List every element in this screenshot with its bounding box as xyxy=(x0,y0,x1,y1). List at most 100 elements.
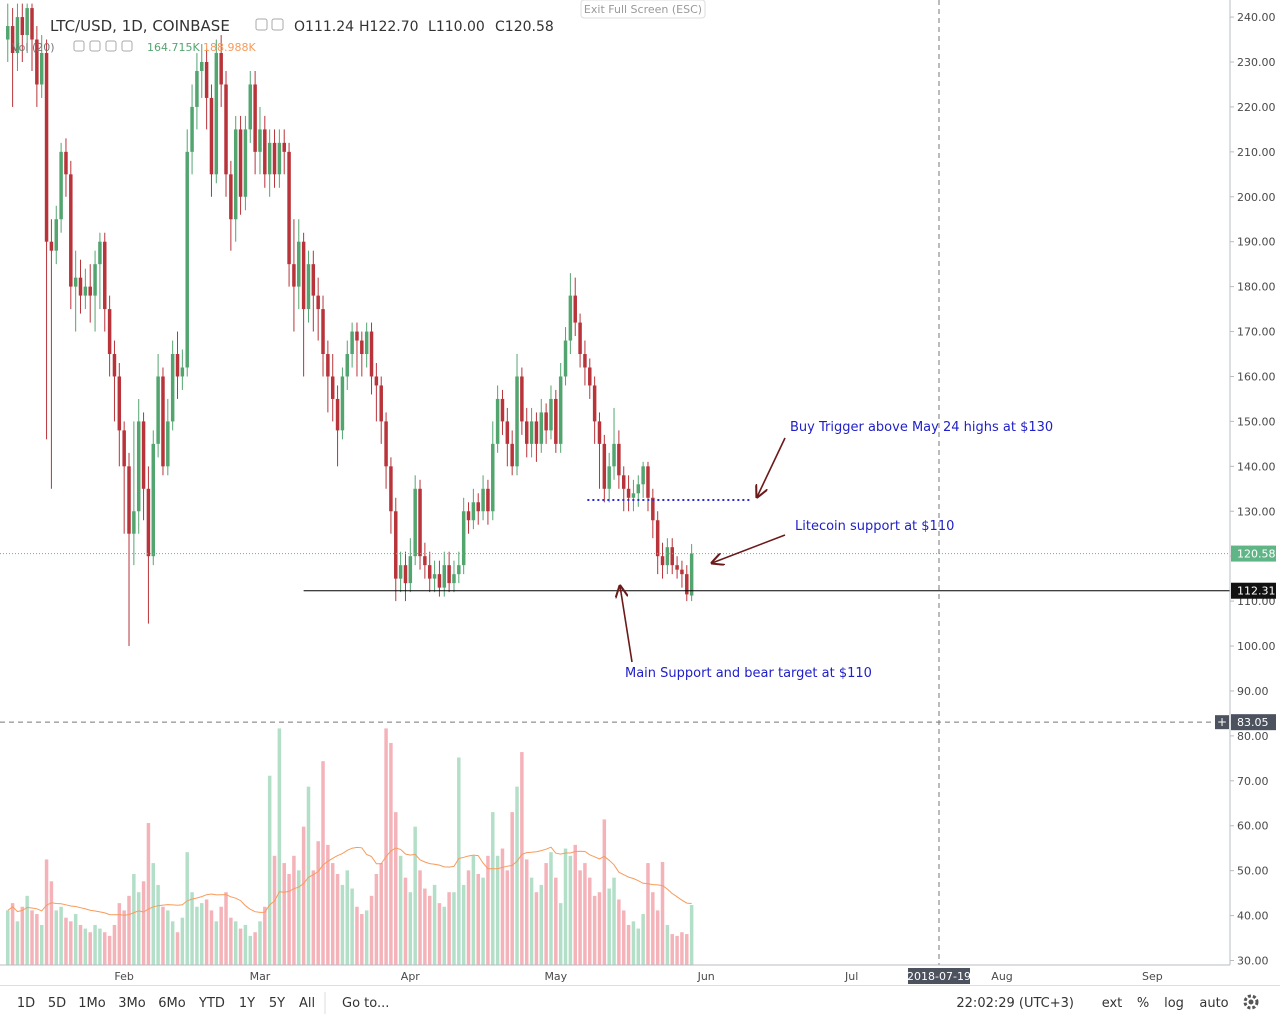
volume-bar xyxy=(243,924,248,965)
candle-body xyxy=(146,488,151,557)
volume-bar xyxy=(292,855,296,965)
y-tick-label: 210.00 xyxy=(1237,146,1276,159)
settings-icon[interactable] xyxy=(1243,994,1259,1010)
volume-bar xyxy=(306,786,311,965)
volume-bar xyxy=(427,895,432,965)
candle-body xyxy=(330,376,335,399)
candle-body xyxy=(602,443,607,489)
volume-bar xyxy=(117,903,122,965)
range-button[interactable]: All xyxy=(299,996,315,1011)
last-price-badge xyxy=(1231,545,1276,562)
candle-body xyxy=(583,354,587,368)
volume-bar xyxy=(326,844,330,965)
candle-body xyxy=(689,553,694,596)
volume-bar xyxy=(297,870,301,965)
candle-body xyxy=(83,286,88,296)
volume-bar xyxy=(374,874,379,965)
ohlc-value: 111.24 xyxy=(305,19,354,35)
volume-bar xyxy=(437,903,442,965)
volume-name: Vol (20) xyxy=(12,41,55,54)
volume-bar xyxy=(175,932,180,965)
candle-body xyxy=(10,26,15,54)
candle-body xyxy=(505,421,510,444)
volume-bar xyxy=(59,906,63,965)
candle-body xyxy=(481,488,485,512)
crosshair-price-label: 83.05 xyxy=(1237,716,1269,729)
candle-body xyxy=(287,151,291,265)
volume-bar xyxy=(161,906,165,965)
volume-bar xyxy=(122,910,126,965)
range-button[interactable]: 6Mo xyxy=(158,996,185,1011)
crosshair-date-label: 2018-07-19 xyxy=(907,970,971,983)
volume-bar xyxy=(321,761,325,965)
volume-bar xyxy=(607,888,611,965)
volume-bar xyxy=(180,917,185,965)
candle-body xyxy=(680,569,684,575)
volume-bar xyxy=(229,917,233,965)
crosshair-plus[interactable] xyxy=(1215,715,1229,730)
candle-body xyxy=(301,241,306,310)
volume-bar xyxy=(69,921,73,965)
range-button[interactable]: YTD xyxy=(198,996,225,1011)
option-button[interactable]: auto xyxy=(1199,996,1228,1011)
candle-body xyxy=(675,565,679,570)
volume-bar xyxy=(665,924,670,965)
volume-bar xyxy=(233,921,238,965)
range-button[interactable]: 1Mo xyxy=(78,996,105,1011)
candle-body xyxy=(626,488,631,498)
range-button[interactable]: 5Y xyxy=(269,996,285,1011)
ohlc-value: 120.58 xyxy=(505,19,554,35)
volume-bar xyxy=(204,899,209,965)
range-button[interactable]: 1Y xyxy=(239,996,255,1011)
volume-bar xyxy=(423,888,427,965)
exit-fullscreen-label[interactable]: Exit Full Screen (ESC) xyxy=(584,3,702,16)
volume-bar xyxy=(544,863,548,965)
volume-bar xyxy=(263,906,267,965)
annotation: Litecoin support at $110 xyxy=(795,519,954,534)
candle-body xyxy=(403,565,408,584)
candle-body xyxy=(103,241,107,310)
volume-bar xyxy=(219,906,223,965)
range-button[interactable]: 1D xyxy=(17,996,35,1011)
y-tick-label: 180.00 xyxy=(1237,281,1276,294)
candle-body xyxy=(122,430,126,467)
candle-body xyxy=(151,443,156,557)
volume-bar xyxy=(267,775,272,965)
range-button[interactable]: 3Mo xyxy=(118,996,145,1011)
candle-body xyxy=(224,84,228,175)
range-button[interactable]: 5D xyxy=(48,996,66,1011)
option-button[interactable]: ext xyxy=(1102,996,1123,1011)
ohlc-item: H122.70 xyxy=(359,19,419,35)
y-tick-label: 30.00 xyxy=(1237,955,1269,968)
symbol-title: LTC/USD, 1D, COINBASE xyxy=(50,17,230,35)
option-button[interactable]: log xyxy=(1164,996,1184,1011)
candle-body xyxy=(631,493,636,498)
volume-bar xyxy=(345,870,350,965)
candle-body xyxy=(612,443,616,467)
goto-button[interactable]: Go to... xyxy=(342,996,389,1011)
volume-bar xyxy=(73,914,78,965)
y-tick-label: 220.00 xyxy=(1237,101,1276,114)
candle-body xyxy=(660,556,665,566)
y-tick-label: 60.00 xyxy=(1237,820,1269,833)
x-tick-label: Aug xyxy=(991,970,1012,983)
candle-body xyxy=(418,488,422,557)
exit-fullscreen-button[interactable] xyxy=(580,0,706,19)
price-axis-bg xyxy=(1230,0,1280,985)
candle-body xyxy=(190,106,194,152)
crosshair-plus-icon: + xyxy=(1217,715,1227,729)
volume-bar xyxy=(583,863,587,965)
option-button[interactable]: % xyxy=(1137,996,1149,1011)
candle-body xyxy=(568,295,573,341)
candle-body xyxy=(452,574,456,584)
x-tick-label: Feb xyxy=(114,970,133,983)
volume-bar xyxy=(83,928,88,965)
candle-body xyxy=(539,412,544,444)
candle-body xyxy=(350,331,354,355)
volume-bar xyxy=(398,855,403,965)
volume-bar xyxy=(641,914,645,965)
volume-bar xyxy=(98,928,102,965)
volume-bar xyxy=(394,812,398,965)
volume-bar xyxy=(592,895,597,965)
